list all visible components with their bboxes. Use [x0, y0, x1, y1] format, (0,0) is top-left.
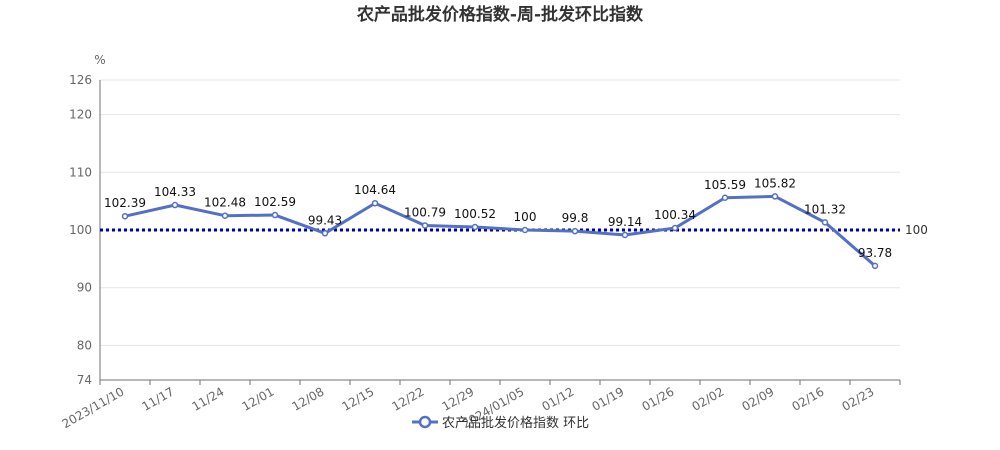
data-point	[621, 231, 629, 239]
data-label: 105.82	[754, 176, 796, 190]
data-point	[721, 194, 729, 201]
x-tick-label: 12/15	[340, 384, 377, 413]
y-tick-label: 90	[77, 281, 92, 295]
x-tick-label: 02/02	[690, 384, 727, 413]
data-label: 99.43	[308, 213, 342, 227]
data-label: 105.59	[704, 178, 746, 192]
x-tick-label: 2023/11/10	[60, 384, 127, 431]
data-point	[821, 219, 829, 226]
y-tick-label: 110	[69, 165, 92, 179]
x-tick-label: 02/09	[740, 384, 777, 413]
data-point	[771, 193, 779, 200]
x-tick-label: 11/24	[190, 384, 227, 413]
data-label: 102.59	[254, 195, 296, 209]
x-tick-label: 12/29	[440, 384, 477, 413]
x-tick-label: 12/01	[240, 384, 277, 413]
data-point	[671, 224, 679, 232]
data-point	[121, 212, 129, 220]
reference-layer: 100	[100, 223, 928, 237]
x-tick-label: 02/16	[790, 384, 827, 413]
axis-layer: 74 80 90 100 110 120 126 2023/11/10 11/17 11/24 12…	[60, 73, 901, 431]
legend-label: 农产品批发价格指数 环比	[442, 415, 589, 431]
data-point	[421, 222, 429, 229]
data-label: 93.78	[858, 246, 892, 260]
series-line	[124, 194, 876, 268]
data-point	[371, 199, 379, 207]
y-tick-label: 120	[69, 108, 92, 122]
y-tick-label: 74	[77, 373, 92, 387]
x-tick-label: 12/08	[290, 384, 327, 413]
data-label: 104.64	[354, 183, 396, 197]
x-tick-label: 12/22	[390, 384, 427, 413]
data-label: 99.14	[608, 215, 642, 229]
y-tick-label: 80	[77, 338, 92, 352]
x-tick-label: 11/17	[140, 384, 177, 413]
series-layer	[121, 193, 879, 270]
data-label: 101.32	[804, 202, 846, 216]
grid-layer	[100, 79, 900, 346]
x-tick-label: 01/19	[590, 384, 627, 413]
data-point	[321, 230, 329, 237]
data-point	[521, 226, 529, 234]
x-tick-label: 01/12	[540, 384, 577, 413]
legend[interactable]: 农产品批发价格指数 环比	[412, 415, 589, 431]
y-tick-label: 100	[69, 223, 92, 237]
data-label: 102.48	[204, 196, 246, 210]
data-label: 100.52	[454, 207, 496, 221]
data-point	[271, 211, 279, 219]
data-point	[171, 201, 179, 209]
reference-line-label: 100	[905, 223, 928, 237]
y-tick-label: 126	[69, 73, 92, 87]
data-point	[571, 227, 579, 235]
data-label: 102.39	[104, 196, 146, 210]
x-tick-label: 01/26	[640, 384, 677, 413]
x-tick-label: 02/23	[840, 384, 877, 413]
chart-title: 农产品批发价格指数-周-批发环比指数	[356, 4, 644, 25]
data-label: 99.8	[562, 211, 589, 225]
data-point	[871, 262, 879, 270]
data-label: 100	[514, 210, 537, 224]
data-label: 100.79	[404, 205, 446, 219]
data-label-layer: 102.39 104.33 102.48 102.59 99.43 104.64 100.7…	[104, 176, 892, 259]
y-unit-label: %	[94, 53, 105, 67]
data-point	[221, 212, 229, 219]
data-label: 100.34	[654, 208, 696, 222]
data-label: 104.33	[154, 185, 196, 199]
legend-marker-icon	[418, 415, 432, 429]
data-point	[471, 223, 479, 231]
